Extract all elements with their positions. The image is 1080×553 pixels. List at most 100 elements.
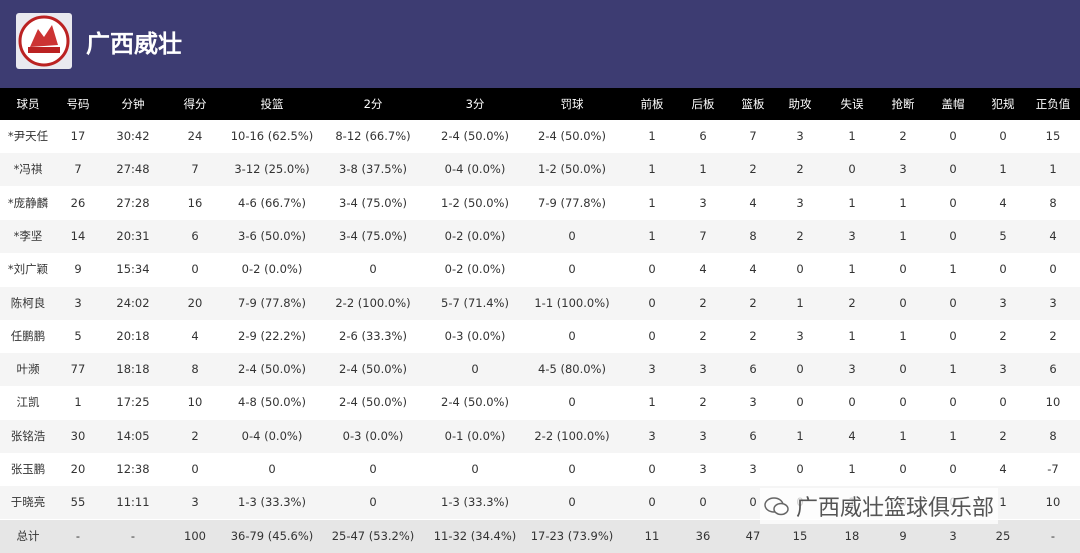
table-cell: 1 — [899, 328, 907, 343]
table-cell: 14:05 — [116, 428, 150, 443]
table-cell: 3 — [699, 362, 707, 377]
table-cell: 26 — [70, 195, 86, 210]
table-cell: 0 — [899, 295, 907, 310]
table-cell: 7-9 (77.8%) — [538, 195, 606, 210]
table-cell: 0 — [568, 228, 576, 243]
table-cell: 叶濒 — [16, 362, 40, 377]
table-cell: 4 — [749, 195, 757, 210]
table-cell: 0 — [648, 295, 656, 310]
table-cell: 18:18 — [116, 362, 150, 377]
table-cell: 3 — [999, 362, 1007, 377]
table-cell: 0 — [1049, 262, 1057, 277]
table-cell: 3 — [999, 295, 1007, 310]
column-header: 前板 — [640, 97, 664, 111]
table-cell: 100 — [184, 528, 206, 543]
table-cell: 张铭浩 — [10, 428, 46, 443]
table-cell: 2 — [699, 395, 707, 410]
table-cell: 1-3 (33.3%) — [238, 495, 306, 510]
table-cell: 1 — [848, 129, 856, 143]
table-cell: 15:34 — [116, 262, 150, 277]
team-name: 广西威壮 — [86, 30, 182, 58]
team-logo — [16, 13, 72, 69]
table-cell: 7 — [74, 162, 82, 177]
table-cell: -7 — [1047, 462, 1059, 476]
table-cell: 8 — [191, 362, 199, 377]
table-row: 叶濒 77 18:18 8 2-4 (50.0%) 2-4 (50.0%) 0 4-5 (80… — [0, 353, 1080, 387]
table-cell: 11:11 — [116, 495, 150, 510]
table-cell: 0 — [949, 228, 957, 243]
table-cell: 3 — [899, 162, 907, 177]
table-cell: 3 — [699, 195, 707, 210]
table-cell: 0 — [369, 462, 377, 476]
table-cell: 17 — [70, 129, 86, 143]
table-cell: 1 — [699, 162, 707, 177]
column-header: 失误 — [840, 97, 864, 111]
table-cell: 0-4 (0.0%) — [444, 162, 506, 177]
table-cell: 4 — [191, 328, 199, 343]
table-cell: 20 — [187, 295, 203, 310]
table-cell: 3 — [191, 495, 199, 510]
table-cell: 47 — [745, 528, 761, 543]
table-cell: 3 — [749, 462, 757, 476]
table-cell: 江凯 — [16, 395, 40, 410]
table-cell: 4-5 (80.0%) — [538, 362, 606, 377]
table-cell: 陈柯良 — [10, 295, 46, 310]
column-header: 盖帽 — [941, 97, 965, 111]
table-cell: 4 — [749, 262, 757, 277]
column-header: 抢断 — [891, 97, 915, 111]
column-header: 助攻 — [788, 97, 812, 111]
table-row: 张铭浩 30 14:05 2 0-4 (0.0%) 0-3 (0.0%) 0-1 (0.0%… — [0, 419, 1080, 453]
table-cell: 7 — [699, 228, 707, 243]
table-cell: 0 — [949, 129, 957, 143]
table-cell: 0-2 (0.0%) — [444, 262, 506, 277]
table-cell: 1 — [648, 228, 656, 243]
table-cell: 2-4 (50.0%) — [339, 395, 407, 410]
table-row: 陈柯良 3 24:02 20 7-9 (77.8%) 2-2 (100.0%) 5-7 (7… — [0, 286, 1080, 320]
table-cell: 6 — [699, 129, 707, 143]
table-cell: 4 — [1049, 228, 1057, 243]
table-cell: 30:42 — [116, 129, 150, 143]
table-cell: 0 — [949, 295, 957, 310]
table-cell: 0 — [999, 262, 1007, 277]
table-cell: 1 — [848, 328, 856, 343]
table-cell: 27:48 — [116, 162, 150, 177]
table-cell: 2-4 (50.0%) — [238, 362, 306, 377]
table-cell: 11 — [644, 528, 660, 543]
table-cell: 18 — [844, 528, 860, 543]
table-cell: 24:02 — [116, 295, 150, 310]
table-cell: 0 — [949, 195, 957, 210]
table-cell: 3 — [699, 428, 707, 443]
table-cell: 5 — [74, 328, 82, 343]
table-cell: 0 — [899, 362, 907, 377]
table-cell: 0 — [749, 495, 757, 510]
table-cell: 1 — [848, 195, 856, 210]
table-cell: 2-2 (100.0%) — [534, 428, 610, 443]
table-cell: 4 — [699, 262, 707, 277]
table-cell: 于晓亮 — [10, 495, 46, 510]
table-cell: 2-4 (50.0%) — [339, 362, 407, 377]
table-cell: 0 — [191, 462, 199, 476]
table-row: *庞静麟 26 27:28 16 4-6 (66.7%) 3-4 (75.0%) 1-2 (… — [0, 186, 1080, 220]
table-cell: 2 — [999, 328, 1007, 343]
table-cell: 1-1 (100.0%) — [534, 295, 610, 310]
table-cell: 0 — [568, 495, 576, 510]
column-header: 篮板 — [741, 97, 765, 111]
table-cell: 12:38 — [116, 462, 150, 476]
table-cell: 7-9 (77.8%) — [238, 295, 306, 310]
table-cell: 1 — [899, 195, 907, 210]
table-cell: 1 — [999, 162, 1007, 177]
table-cell: 0 — [568, 328, 576, 343]
table-cell: 27:28 — [116, 195, 150, 210]
table-cell: 2 — [749, 328, 757, 343]
table-cell: 0 — [999, 129, 1007, 143]
table-cell: 3-12 (25.0%) — [234, 162, 310, 177]
table-cell: 17-23 (73.9%) — [530, 528, 614, 543]
table-cell: *庞静麟 — [7, 195, 49, 210]
table-cell: 6 — [1049, 362, 1057, 377]
table-cell: 16 — [187, 195, 203, 210]
table-cell: 3-4 (75.0%) — [339, 228, 407, 243]
table-row: *冯祺 7 27:48 7 3-12 (25.0%) 3-8 (37.5%) 0-4 (0.… — [0, 153, 1080, 187]
table-cell: 0 — [848, 395, 856, 410]
table-cell: 3-8 (37.5%) — [339, 162, 407, 177]
